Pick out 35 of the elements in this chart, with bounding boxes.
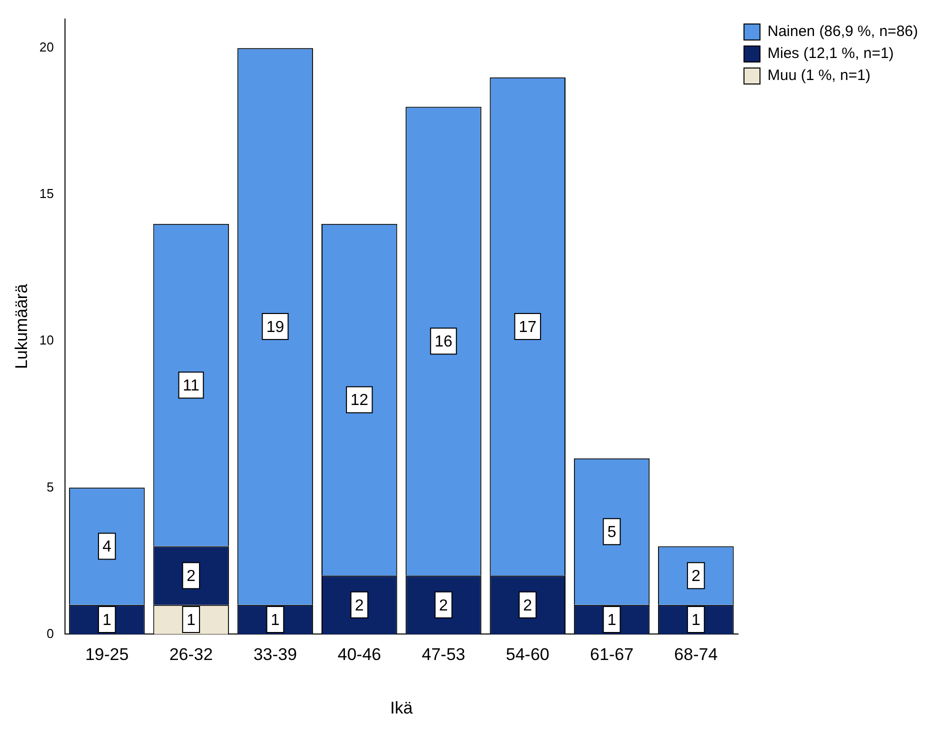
data-label: 11: [182, 378, 200, 395]
legend-label: Muu (1 %, n=1): [767, 67, 870, 84]
legend-label: Mies (12,1 %, n=1): [767, 45, 894, 62]
data-label: 17: [518, 318, 537, 336]
data-label: 1: [691, 612, 700, 629]
data-label: 2: [523, 597, 532, 614]
data-label: 2: [354, 597, 364, 614]
y-tick-label: 15: [39, 186, 54, 202]
legend-label: Nainen (86,9 %, n=86): [767, 23, 918, 40]
x-tick-label: 19-25: [85, 645, 129, 664]
data-label: 1: [270, 612, 280, 629]
data-label: 2: [186, 568, 196, 585]
data-label: 4: [102, 538, 112, 556]
x-tick-label: 54-60: [506, 645, 550, 664]
y-axis-title: Lukumäärä: [12, 283, 31, 370]
data-label: 5: [607, 524, 616, 542]
data-label: 12: [350, 392, 368, 410]
data-label: 2: [691, 568, 700, 585]
x-axis-title: Ikä: [390, 698, 414, 718]
data-label: 1: [102, 612, 112, 629]
data-label: 19: [266, 318, 284, 336]
data-label: 2: [439, 597, 448, 614]
y-tick-label: 20: [39, 40, 54, 55]
x-tick-label: 68-74: [674, 645, 718, 664]
x-tick-label: 33-39: [253, 645, 297, 664]
y-tick-label: 5: [46, 479, 54, 494]
x-tick-label: 61-67: [590, 645, 634, 664]
data-label: 1: [186, 612, 196, 629]
x-tick-label: 40-46: [338, 645, 382, 664]
x-tick-label: 47-53: [422, 645, 466, 664]
data-label: 1: [607, 612, 616, 629]
data-label: 16: [434, 334, 452, 351]
y-tick-label: 10: [39, 332, 54, 348]
x-tick-label: 26-32: [169, 645, 213, 664]
y-tick-label: 0: [46, 626, 54, 641]
